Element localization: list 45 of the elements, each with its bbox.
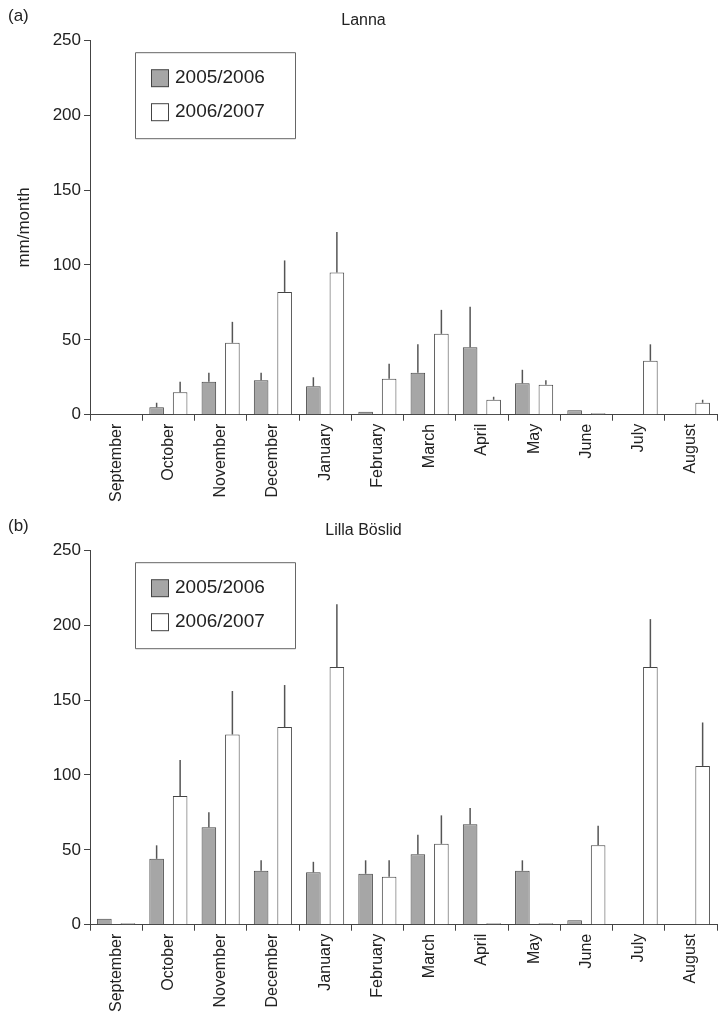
- x-tick-label: February: [367, 933, 385, 998]
- x-tick-label: May: [524, 423, 542, 454]
- x-tick-label: March: [420, 933, 438, 979]
- x-tick-label: November: [211, 423, 229, 498]
- x-tick-label: July: [629, 933, 647, 963]
- x-tick-label: June: [576, 933, 594, 969]
- y-tick-label: 100: [52, 764, 81, 784]
- legend-label: 2006/2007: [175, 100, 265, 122]
- y-tick-label: 200: [52, 104, 81, 124]
- text: (b): [8, 516, 29, 536]
- x-tick-label: January: [315, 423, 333, 481]
- x-tick-label: December: [263, 423, 281, 498]
- chart-title: Lilla Böslid: [325, 521, 402, 539]
- x-tick-label: May: [524, 933, 542, 964]
- x-tick-label: October: [158, 423, 176, 481]
- x-tick-label: August: [681, 933, 699, 984]
- y-tick-label: 150: [52, 179, 81, 199]
- x-tick-label: November: [211, 933, 229, 1008]
- y-tick-label: 250: [52, 29, 81, 49]
- legend-label: 2005/2006: [175, 576, 265, 598]
- text: (a): [8, 6, 29, 26]
- x-tick-label: September: [106, 423, 124, 502]
- x-tick-label: February: [367, 423, 385, 488]
- x-tick-label: January: [315, 933, 333, 991]
- x-tick-label: April: [472, 423, 490, 456]
- x-tick-label: October: [158, 933, 176, 991]
- y-tick-label: 0: [71, 914, 81, 934]
- x-tick-label: July: [629, 423, 647, 453]
- x-tick-label: June: [576, 423, 594, 459]
- y-tick-label: 0: [71, 404, 81, 424]
- y-tick-label: 100: [52, 254, 81, 274]
- y-tick-label: 50: [62, 839, 81, 859]
- y-tick-label: 250: [52, 539, 81, 559]
- x-tick-label: August: [681, 423, 699, 474]
- x-tick-label: September: [106, 933, 124, 1012]
- y-axis-title: mm/month: [13, 187, 33, 268]
- legend-label: 2005/2006: [175, 66, 265, 88]
- x-tick-label: April: [472, 933, 490, 966]
- legend-label: 2006/2007: [175, 610, 265, 632]
- y-tick-label: 50: [62, 329, 81, 349]
- y-tick-label: 150: [52, 689, 81, 709]
- chart-title: Lanna: [341, 11, 386, 29]
- x-tick-label: March: [420, 423, 438, 469]
- y-tick-label: 200: [52, 614, 81, 634]
- x-tick-label: December: [263, 933, 281, 1008]
